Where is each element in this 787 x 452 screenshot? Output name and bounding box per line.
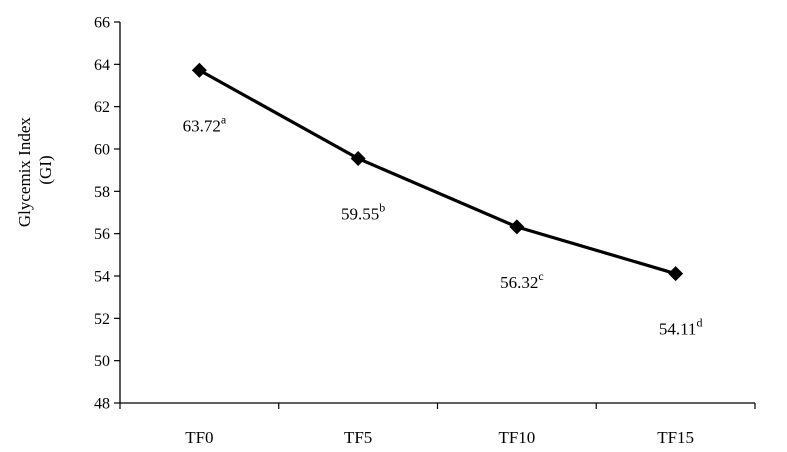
x-tick-label: TF0 — [185, 428, 213, 447]
y-axis-title: Glycemix Index (GI) — [15, 113, 55, 227]
series-line — [198, 68, 677, 276]
data-label-value: 56.32 — [500, 273, 538, 292]
series-layer: 63.72a 59.55b 56.32c 54.11d — [183, 62, 703, 339]
data-label-value: 59.55 — [341, 205, 379, 224]
data-label: 54.11d — [659, 316, 703, 339]
data-point-marker — [191, 62, 207, 78]
y-tick-label: 66 — [94, 15, 110, 32]
y-tick-label: 48 — [94, 396, 110, 413]
y-tick-label: 50 — [94, 353, 110, 370]
data-label: 59.55b — [341, 201, 385, 224]
data-point-marker — [668, 266, 684, 282]
x-tick-label: TF5 — [344, 428, 372, 447]
axes: 48 50 52 54 56 58 60 62 64 66 TF0 TF5 TF10 TF15 — [94, 15, 756, 447]
y-tick-label: 60 — [94, 142, 110, 159]
y-tick-label: 58 — [94, 184, 110, 201]
y-tick-label: 52 — [94, 311, 110, 328]
y-axis-title-line1: Glycemix Index — [15, 117, 34, 227]
data-label-superscript: d — [696, 316, 702, 330]
data-label-value: 63.72 — [183, 116, 221, 135]
data-point-marker — [509, 219, 525, 235]
data-label: 63.72a — [183, 112, 227, 135]
data-label-superscript: c — [538, 269, 543, 283]
x-tick-label: TF10 — [498, 428, 535, 447]
data-label-superscript: a — [221, 112, 227, 126]
y-tick-label: 62 — [94, 99, 110, 116]
y-tick-label: 64 — [94, 57, 110, 74]
data-label-value: 54.11 — [659, 320, 697, 339]
data-label: 56.32c — [500, 269, 544, 292]
data-label-superscript: b — [379, 201, 385, 215]
y-tick-label: 54 — [94, 269, 110, 286]
x-tick-label: TF15 — [657, 428, 694, 447]
data-point-marker — [350, 151, 366, 167]
y-tick-label: 56 — [94, 226, 110, 243]
y-axis-title-line2: (GI) — [36, 155, 55, 184]
